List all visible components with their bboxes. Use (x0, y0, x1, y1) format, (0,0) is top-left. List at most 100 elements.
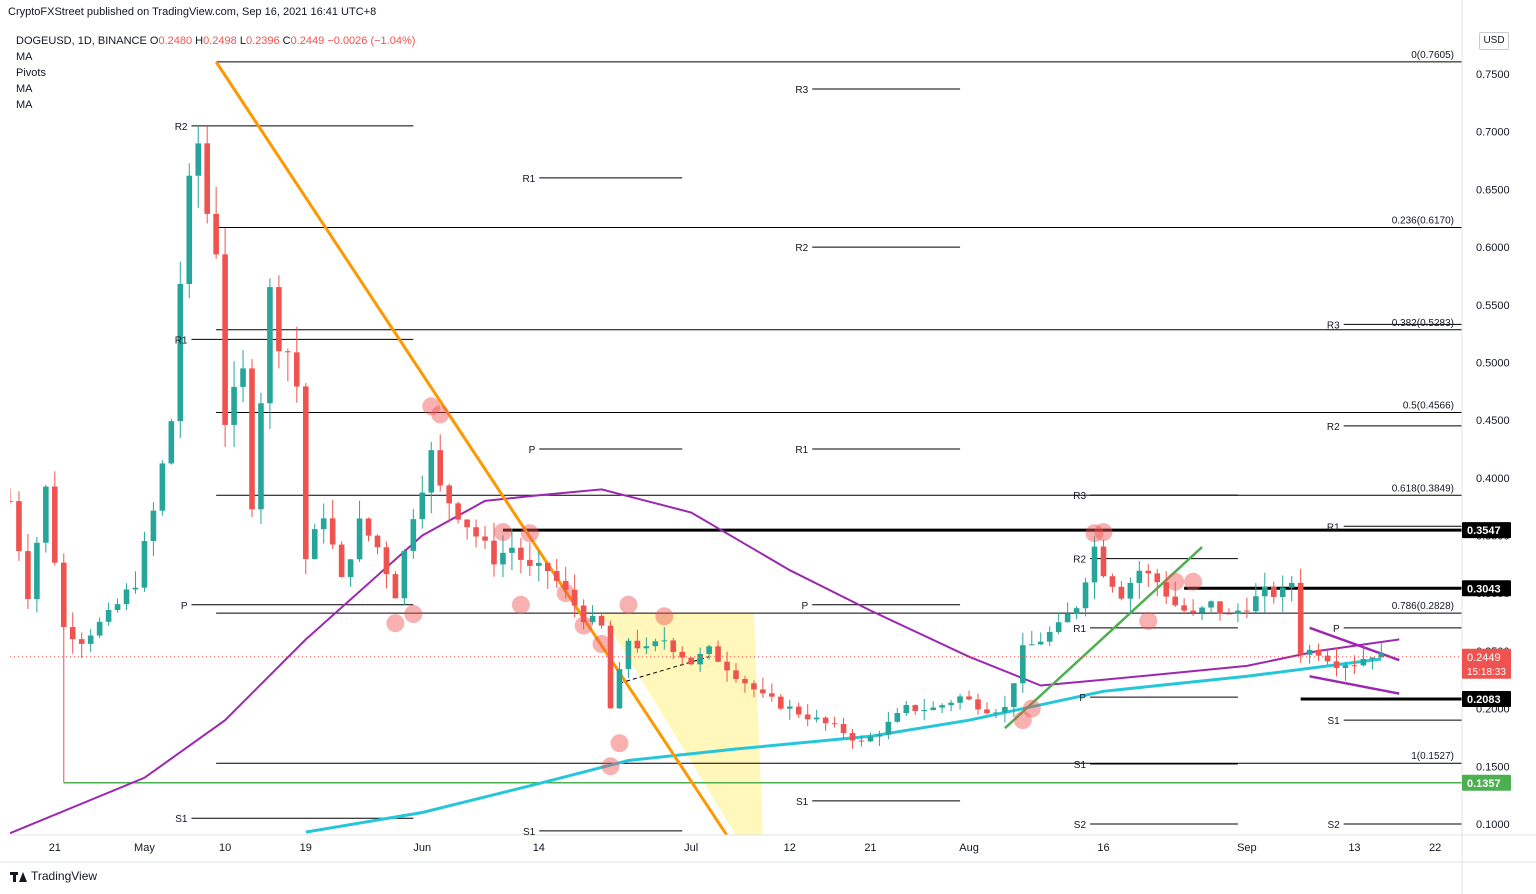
candle-body (1172, 596, 1178, 606)
x-tick-label: 21 (864, 842, 876, 854)
touch-point-marker (404, 605, 423, 623)
candle-body (1028, 644, 1035, 646)
candle-body (114, 604, 121, 611)
x-tick-label: 13 (1348, 842, 1360, 854)
candle-body (240, 368, 246, 387)
last-price-tag (1462, 648, 1511, 679)
x-tick-label: 14 (533, 842, 545, 854)
candle-body (984, 709, 990, 714)
level-price-tag (1462, 774, 1511, 791)
candle-body (867, 736, 874, 742)
candle-body (634, 640, 641, 649)
level-price-text: 0.3043 (1467, 583, 1501, 595)
level-price-tag (1462, 580, 1511, 597)
candle-body (1369, 657, 1376, 660)
tradingview-logo[interactable]: TradingView (10, 869, 97, 883)
candle-body (1226, 613, 1232, 615)
indicator-ma-3[interactable]: MA (16, 99, 33, 111)
candle-body (491, 540, 497, 565)
candle-body (1190, 610, 1196, 613)
candle-body (338, 544, 345, 577)
candle-body (894, 713, 901, 722)
low-value: 0.2396 (245, 35, 280, 47)
touch-point-marker (1094, 523, 1113, 542)
indicator-ma-2[interactable]: MA (16, 83, 33, 95)
candle-body (60, 562, 67, 628)
y-tick-label: 0.4000 (1476, 473, 1510, 485)
brand-label: TradingView (31, 869, 98, 883)
touch-point-marker (386, 614, 405, 633)
candle-body (455, 503, 461, 520)
candle-body (1154, 573, 1161, 583)
y-tick-label: 0.7000 (1476, 127, 1510, 139)
candle-body (1181, 605, 1187, 611)
candle-body (195, 143, 202, 176)
x-tick-label: Jul (684, 842, 698, 854)
candle-body (679, 651, 686, 658)
candle-body (930, 707, 936, 711)
candle-body (849, 733, 856, 741)
touch-point-marker (511, 595, 530, 614)
candle-body (1163, 582, 1170, 597)
wedge-upper-line (1309, 626, 1400, 662)
candle-body (580, 605, 587, 623)
downtrend-line (214, 61, 729, 835)
candle-body (670, 640, 677, 652)
pivot-level-label: S2 (1327, 820, 1340, 831)
y-tick-label: 0.6500 (1476, 184, 1510, 196)
candle-body (96, 621, 103, 636)
candle-body (249, 368, 255, 510)
pivot-level-label: P (529, 445, 536, 456)
close-label: C (282, 35, 291, 47)
pivot-level-label: R3 (1073, 491, 1086, 502)
candle-body (1333, 661, 1340, 668)
candle-body (419, 492, 426, 520)
fib-level-label: 0.5(0.4566) (1403, 401, 1454, 412)
candle-body (204, 143, 210, 214)
candle-body (1082, 582, 1089, 609)
pivot-level-label: P (181, 601, 188, 612)
touch-point-marker (431, 405, 450, 424)
y-tick-label: 0.4500 (1476, 415, 1510, 427)
candle-body (34, 542, 40, 600)
pivot-level-label: P (1333, 624, 1340, 635)
x-tick-label: Aug (959, 842, 979, 854)
touch-point-marker (610, 734, 629, 753)
candle-body (320, 518, 327, 530)
candle-body (177, 284, 184, 422)
candle-body (1136, 570, 1143, 583)
x-tick-label: May (134, 842, 155, 854)
symbol-label[interactable]: DOGEUSD, 1D, BINANCE (16, 35, 147, 47)
candle-body (383, 547, 390, 575)
candle-body (1360, 659, 1367, 666)
candle-body (123, 589, 130, 605)
fib-level-label: 0.618(0.3849) (1392, 483, 1454, 494)
symbol-ohlc-line: DOGEUSD, 1D, BINANCE O0.2480 H0.2498 L0.… (16, 33, 415, 49)
x-tick-label: 19 (300, 842, 312, 854)
fib-level-label: 1(0.1527) (1411, 751, 1454, 762)
touch-point-marker (619, 595, 638, 614)
x-tick-label: 10 (219, 842, 231, 854)
highlight-zone (601, 614, 763, 835)
indicator-pivots[interactable]: Pivots (16, 67, 46, 79)
candle-body (536, 562, 542, 566)
candle-body (374, 535, 381, 548)
plot-area (10, 61, 1462, 835)
pivot-level-label: R2 (1073, 555, 1086, 566)
high-label: H (195, 35, 204, 47)
indicator-ma-1[interactable]: MA (16, 51, 33, 63)
candle-body (285, 351, 291, 353)
touch-point-marker (422, 397, 441, 416)
x-tick-label: 12 (784, 842, 796, 854)
candle-body (1342, 665, 1349, 668)
candle-body (1208, 601, 1214, 608)
change-value: −0.0026 (−1.04%) (327, 35, 416, 47)
touch-point-marker (1184, 572, 1203, 591)
candle-body (16, 501, 22, 552)
candle-body (993, 712, 999, 714)
candle-body (1244, 610, 1250, 612)
candle-body (329, 518, 336, 545)
currency-button[interactable]: USD (1479, 32, 1509, 50)
candle-body (652, 641, 659, 647)
